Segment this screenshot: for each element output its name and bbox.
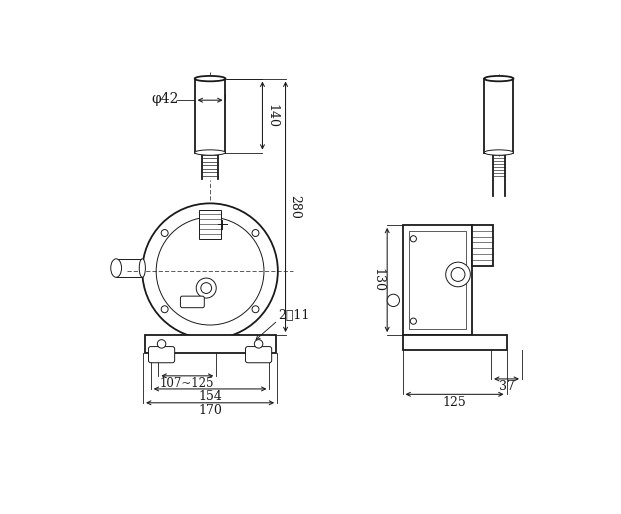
Circle shape bbox=[201, 283, 212, 293]
Text: 170: 170 bbox=[198, 404, 222, 417]
Bar bbox=[402, 225, 472, 335]
Text: 2－11: 2－11 bbox=[278, 309, 309, 322]
Circle shape bbox=[410, 236, 417, 242]
Circle shape bbox=[446, 262, 470, 287]
Ellipse shape bbox=[194, 76, 225, 81]
Circle shape bbox=[142, 204, 278, 339]
Bar bbox=[145, 335, 276, 353]
Bar bbox=[409, 231, 466, 329]
Bar bbox=[472, 225, 492, 266]
Text: 107~125: 107~125 bbox=[160, 377, 215, 390]
Text: 154: 154 bbox=[198, 390, 222, 403]
Circle shape bbox=[255, 340, 263, 348]
Ellipse shape bbox=[484, 150, 514, 155]
Ellipse shape bbox=[194, 150, 225, 155]
Bar bbox=[402, 335, 507, 351]
Ellipse shape bbox=[111, 259, 122, 277]
Circle shape bbox=[252, 306, 259, 313]
Circle shape bbox=[451, 268, 465, 281]
Bar bbox=[199, 210, 221, 239]
Circle shape bbox=[410, 318, 417, 324]
Text: 280: 280 bbox=[288, 195, 301, 219]
Circle shape bbox=[157, 340, 166, 348]
Circle shape bbox=[252, 230, 259, 236]
Text: 125: 125 bbox=[443, 395, 466, 409]
Ellipse shape bbox=[139, 259, 145, 277]
Text: 37: 37 bbox=[499, 380, 514, 393]
FancyBboxPatch shape bbox=[245, 346, 271, 363]
Text: φ42: φ42 bbox=[152, 93, 179, 106]
FancyBboxPatch shape bbox=[148, 346, 175, 363]
Circle shape bbox=[161, 230, 168, 236]
Circle shape bbox=[387, 294, 399, 306]
Text: 130: 130 bbox=[371, 268, 384, 292]
Ellipse shape bbox=[484, 76, 514, 81]
Text: 140: 140 bbox=[265, 104, 278, 127]
Bar bbox=[484, 79, 514, 153]
Bar bbox=[194, 79, 225, 153]
Circle shape bbox=[161, 306, 168, 313]
Circle shape bbox=[196, 278, 216, 298]
FancyBboxPatch shape bbox=[181, 296, 204, 308]
